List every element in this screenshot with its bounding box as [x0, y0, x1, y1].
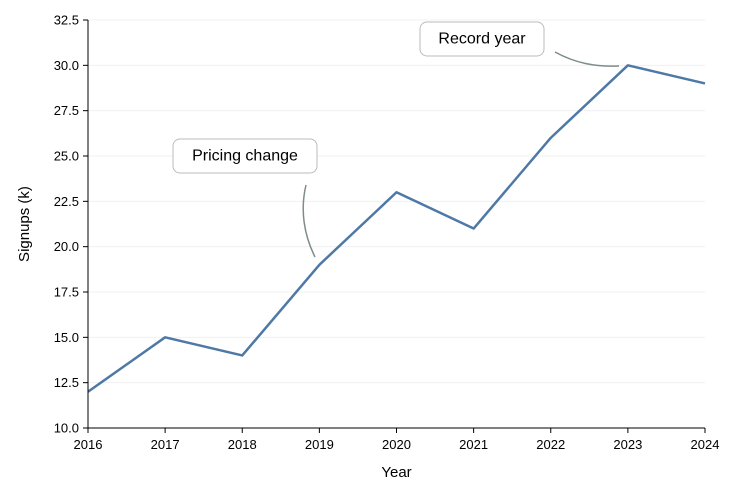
x-tick-label: 2017	[151, 437, 180, 452]
annotation-pricing-change: Pricing change	[172, 138, 318, 258]
y-tick-label: 30.0	[54, 58, 79, 73]
y-tick-label: 15.0	[54, 330, 79, 345]
x-tick-label: 2022	[536, 437, 565, 452]
annotation-box	[172, 138, 318, 174]
x-tick-label: 2024	[691, 437, 720, 452]
y-axis-title: Signups (k)	[16, 186, 33, 262]
x-tick-label: 2023	[613, 437, 642, 452]
y-tick-label: 25.0	[54, 149, 79, 164]
x-tick-label: 2021	[459, 437, 488, 452]
y-tick-label: 12.5	[54, 375, 79, 390]
x-tick-label: 2019	[305, 437, 334, 452]
x-tick-label: 2016	[74, 437, 103, 452]
series-layer	[87, 64, 706, 393]
series-line	[87, 64, 706, 393]
annotation-record-year: Record year	[419, 21, 620, 67]
y-tick-label: 32.5	[54, 13, 79, 28]
y-tick-label: 27.5	[54, 103, 79, 118]
x-axis-title: Year	[381, 464, 411, 481]
x-tick-label: 2020	[382, 437, 411, 452]
y-tick-label: 17.5	[54, 285, 79, 300]
annotation-label: Pricing change	[192, 148, 298, 165]
annotation-box	[419, 21, 545, 57]
gridlines	[88, 19, 705, 384]
x-axis-ticks: 2016 2017 2018 2019 2020 2021 2022 2023 2024	[74, 428, 720, 452]
annotation-arrow	[554, 51, 620, 67]
y-axis-ticks: 10.0 12.5 15.0 17.5 20.0 22.5 25.0 27.5 30.0 32.5	[54, 13, 88, 436]
x-tick-label: 2018	[228, 437, 257, 452]
y-tick-label: 22.5	[54, 194, 79, 209]
annotation-arrow	[302, 184, 316, 258]
annotation-label: Record year	[438, 31, 526, 48]
y-tick-label: 10.0	[54, 421, 79, 436]
y-tick-label: 20.0	[54, 239, 79, 254]
